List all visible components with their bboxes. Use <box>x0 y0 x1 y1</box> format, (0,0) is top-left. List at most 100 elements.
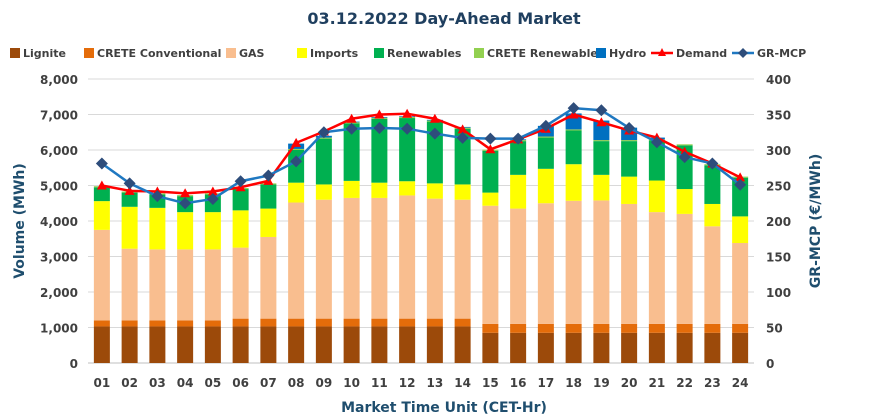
x-tick-label: 14 <box>454 376 471 390</box>
point-demand <box>291 137 302 147</box>
bar-crete-conventional <box>260 318 277 327</box>
x-tick-label: 21 <box>649 376 666 390</box>
bar-lignite <box>371 326 388 363</box>
bar-gas <box>510 208 527 324</box>
bar-crete-conventional <box>565 323 582 333</box>
bar-gas <box>732 243 749 324</box>
point-gr-mcp <box>262 169 275 182</box>
legend-swatch <box>374 48 384 58</box>
bar-renewables <box>648 140 665 181</box>
point-demand <box>96 180 107 190</box>
bar-lignite <box>704 332 721 363</box>
legend-label: GR-MCP <box>757 47 806 60</box>
bar-crete-conventional <box>732 323 749 333</box>
bar-gas <box>93 229 110 321</box>
bar-crete-renewables <box>621 140 638 142</box>
bar-lignite <box>232 326 249 363</box>
x-tick-label: 16 <box>510 376 527 390</box>
legend-label: GAS <box>239 47 265 60</box>
bar-crete-conventional <box>510 323 527 333</box>
point-demand <box>180 188 191 198</box>
bar-crete-conventional <box>399 318 416 327</box>
point-gr-mcp <box>95 157 108 170</box>
point-gr-mcp <box>567 102 580 115</box>
point-gr-mcp <box>456 131 469 144</box>
line-gr-mcp <box>101 106 741 205</box>
bar-renewables <box>537 137 554 169</box>
x-tick-label: 13 <box>427 376 444 390</box>
point-demand <box>402 108 413 118</box>
bar-lignite <box>426 326 443 363</box>
bar-crete-conventional <box>288 318 305 327</box>
bars <box>93 113 749 363</box>
point-gr-mcp <box>151 190 164 203</box>
point-demand <box>429 113 440 123</box>
bar-imports <box>704 203 721 227</box>
x-axis-label: Market Time Unit (CET-Hr) <box>341 400 547 416</box>
y2-tick-label: 200 <box>766 215 791 229</box>
bar-crete-conventional <box>204 320 221 327</box>
x-tick-label: 19 <box>593 376 610 390</box>
bar-gas <box>704 226 721 324</box>
y-tick-label: 5,000 <box>40 180 78 194</box>
bar-gas <box>621 203 638 324</box>
x-tick-label: 01 <box>94 376 111 390</box>
bar-gas <box>593 200 610 324</box>
bar-imports <box>371 182 388 198</box>
legend-label: Imports <box>310 47 359 60</box>
bar-imports <box>565 164 582 201</box>
x-tick-label: 04 <box>177 376 194 390</box>
bar-crete-conventional <box>177 320 194 327</box>
bar-lignite <box>454 326 471 363</box>
bar-renewables <box>704 165 721 204</box>
bar-gas <box>232 247 249 319</box>
x-tick-label: 09 <box>316 376 333 390</box>
bar-gas <box>565 200 582 324</box>
x-tick-label: 03 <box>149 376 166 390</box>
y-tick-label: 2,000 <box>40 286 78 300</box>
bar-renewables <box>315 138 332 185</box>
chart-title: 03.12.2022 Day-Ahead Market <box>307 9 581 28</box>
bar-lignite <box>732 332 749 363</box>
bar-crete-renewables <box>288 148 305 150</box>
y2-tick-label: 150 <box>766 251 791 265</box>
point-demand <box>596 117 607 127</box>
x-tick-label: 02 <box>121 376 138 390</box>
bar-crete-conventional <box>537 323 554 333</box>
bar-gas <box>315 199 332 319</box>
legend-swatch <box>474 48 484 58</box>
bar-crete-conventional <box>93 320 110 327</box>
x-tick-label: 24 <box>732 376 749 390</box>
y-tick-label: 0 <box>70 357 78 371</box>
point-gr-mcp <box>595 104 608 117</box>
bar-renewables <box>371 118 388 183</box>
bar-imports <box>288 182 305 203</box>
bar-crete-conventional <box>121 320 138 327</box>
bar-imports <box>343 180 360 198</box>
bar-gas <box>648 212 665 324</box>
bar-lignite <box>593 332 610 363</box>
point-gr-mcp <box>373 121 386 134</box>
bar-lignite <box>676 332 693 363</box>
y-tick-label: 8,000 <box>40 73 78 87</box>
bar-crete-conventional <box>704 323 721 333</box>
x-tick-label: 08 <box>288 376 305 390</box>
bar-lignite <box>177 326 194 363</box>
point-gr-mcp <box>206 192 219 205</box>
point-demand <box>735 172 746 182</box>
bar-crete-conventional <box>343 318 360 327</box>
x-tick-label: 23 <box>704 376 721 390</box>
x-tick-label: 10 <box>343 376 360 390</box>
bar-crete-renewables <box>676 144 693 146</box>
point-gr-mcp <box>179 197 192 210</box>
bar-crete-conventional <box>676 323 693 333</box>
y2-tick-label: 0 <box>766 357 774 371</box>
bar-lignite <box>204 326 221 363</box>
bar-imports <box>676 189 693 214</box>
legend: Lignite CRETE Conventional GAS Imports Renew… <box>10 47 806 60</box>
bar-gas <box>121 248 138 321</box>
bar-imports <box>732 216 749 244</box>
bar-crete-conventional <box>315 318 332 327</box>
